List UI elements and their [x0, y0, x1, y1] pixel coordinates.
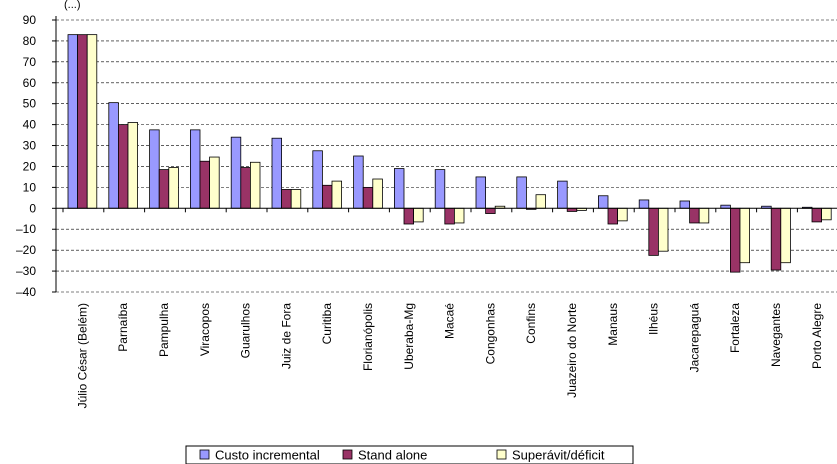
bar-custo-incremental — [312, 150, 323, 209]
x-category-label: Viracopos — [198, 303, 212, 356]
bar-super-vit-d-ficit — [249, 161, 261, 209]
x-category-label: Curitiba — [320, 303, 334, 345]
bar-custo-incremental — [475, 176, 487, 209]
bar-super-vit-d-ficit — [535, 194, 547, 209]
legend-swatch — [496, 449, 507, 460]
x-category-label: Jacarepaguá — [687, 303, 701, 373]
bar-super-vit-d-ficit — [209, 156, 220, 209]
x-category-label: Congonhas — [483, 303, 497, 364]
bar-stand-alone — [321, 184, 333, 209]
bar-stand-alone — [240, 167, 251, 209]
bar-custo-incremental — [230, 136, 242, 209]
legend-swatch — [342, 449, 353, 460]
bar-super-vit-d-ficit — [739, 207, 751, 264]
y-axis-ticks: 90 80 70 60 50 40 30 20 10 0 –10 –20 –30 –40 — [16, 13, 56, 299]
x-category-label: Florianópolis — [361, 303, 375, 371]
bar-stand-alone — [485, 207, 496, 214]
bar-super-vit-d-ficit — [821, 207, 832, 221]
bar-stand-alone — [689, 207, 700, 224]
y-tick-label: 0 — [29, 201, 36, 215]
x-category-label: Júlio César (Belém) — [75, 303, 89, 408]
bar-custo-incremental — [393, 168, 405, 209]
x-category-label: Parnaíba — [116, 303, 130, 352]
bar-stand-alone — [730, 207, 741, 273]
bar-stand-alone — [118, 124, 129, 209]
bar-stand-alone — [77, 34, 88, 209]
bar-stand-alone — [362, 186, 374, 209]
legend-swatch — [199, 449, 210, 460]
x-category-label: Macaé — [443, 303, 457, 339]
bar-stand-alone — [403, 207, 415, 225]
bar-super-vit-d-ficit — [168, 167, 179, 209]
legend-label: Superávit/déficit — [512, 448, 605, 463]
y-tick-label: 80 — [23, 34, 37, 48]
bar-stand-alone — [648, 207, 659, 256]
y-tick-label: 20 — [23, 159, 37, 173]
gridlines — [56, 19, 837, 293]
y-tick-label: 90 — [23, 13, 37, 27]
bar-stand-alone — [770, 207, 782, 271]
x-category-label: Juazeiro do Norte — [565, 303, 579, 398]
bar-stand-alone — [811, 207, 823, 223]
y-tick-label: –40 — [16, 285, 36, 299]
x-category-label: Pampulha — [157, 303, 171, 357]
y-tick-label: 60 — [23, 76, 37, 90]
y-tick-label: 10 — [23, 180, 37, 194]
y-tick-label: –20 — [16, 243, 36, 257]
bar-super-vit-d-ficit — [780, 207, 791, 264]
x-category-label: Ilhéus — [647, 303, 661, 335]
bar-custo-incremental — [67, 34, 79, 209]
bar-custo-incremental — [679, 200, 691, 209]
legend-box — [185, 445, 634, 464]
x-category-label: Fortaleza — [728, 303, 742, 353]
x-category-label: Juiz de Fora — [279, 303, 293, 369]
bar-custo-incremental — [598, 195, 609, 209]
axes — [55, 16, 837, 292]
bar-custo-incremental — [516, 176, 527, 209]
legend-label: Custo incremental — [215, 448, 320, 463]
x-category-label: Uberaba-Mg — [402, 303, 416, 370]
bar-custo-incremental — [149, 129, 160, 209]
x-category-label: Confins — [524, 303, 538, 344]
bar-stand-alone — [444, 207, 455, 225]
bar-stand-alone — [607, 207, 619, 225]
x-category-label: Navegantes — [769, 303, 783, 367]
bar-super-vit-d-ficit — [413, 207, 424, 223]
bar-custo-incremental — [557, 180, 568, 209]
x-category-label: Porto Alegre — [810, 303, 824, 369]
y-tick-label: –10 — [16, 222, 36, 236]
legend: Custo incremental Stand alone Superávit/dé… — [185, 445, 634, 464]
y-tick-label: 40 — [23, 118, 37, 132]
bar-custo-incremental — [108, 102, 119, 209]
y-tick-label: 70 — [23, 55, 37, 69]
bar-super-vit-d-ficit — [372, 178, 383, 209]
bar-super-vit-d-ficit — [290, 189, 302, 209]
bar-stand-alone — [281, 189, 292, 209]
chart-header-fragment: (...) — [64, 0, 81, 11]
y-tick-label: 30 — [23, 139, 37, 153]
bar-super-vit-d-ficit — [698, 207, 710, 224]
legend-label: Stand alone — [358, 448, 427, 463]
bar-super-vit-d-ficit — [617, 207, 628, 222]
bar-custo-incremental — [271, 137, 283, 209]
y-tick-label: –30 — [16, 264, 36, 278]
bar-super-vit-d-ficit — [127, 122, 139, 209]
bar-super-vit-d-ficit — [86, 34, 98, 209]
bar-custo-incremental — [638, 199, 650, 209]
bar-stand-alone — [199, 160, 211, 209]
bar-stand-alone — [158, 169, 170, 209]
bars — [67, 34, 832, 273]
bar-super-vit-d-ficit — [658, 207, 669, 252]
y-tick-label: 50 — [23, 97, 37, 111]
bar-super-vit-d-ficit — [453, 207, 465, 224]
bar-custo-incremental — [189, 129, 201, 209]
x-category-label: Guarulhos — [239, 303, 253, 358]
x-axis-labels: Júlio César (Belém) Parnaíba Pampulha Virac… — [75, 303, 823, 409]
bar-custo-incremental — [434, 169, 446, 209]
bar-custo-incremental — [353, 155, 364, 209]
bar-super-vit-d-ficit — [331, 180, 343, 209]
x-category-label: Manaus — [606, 303, 620, 346]
